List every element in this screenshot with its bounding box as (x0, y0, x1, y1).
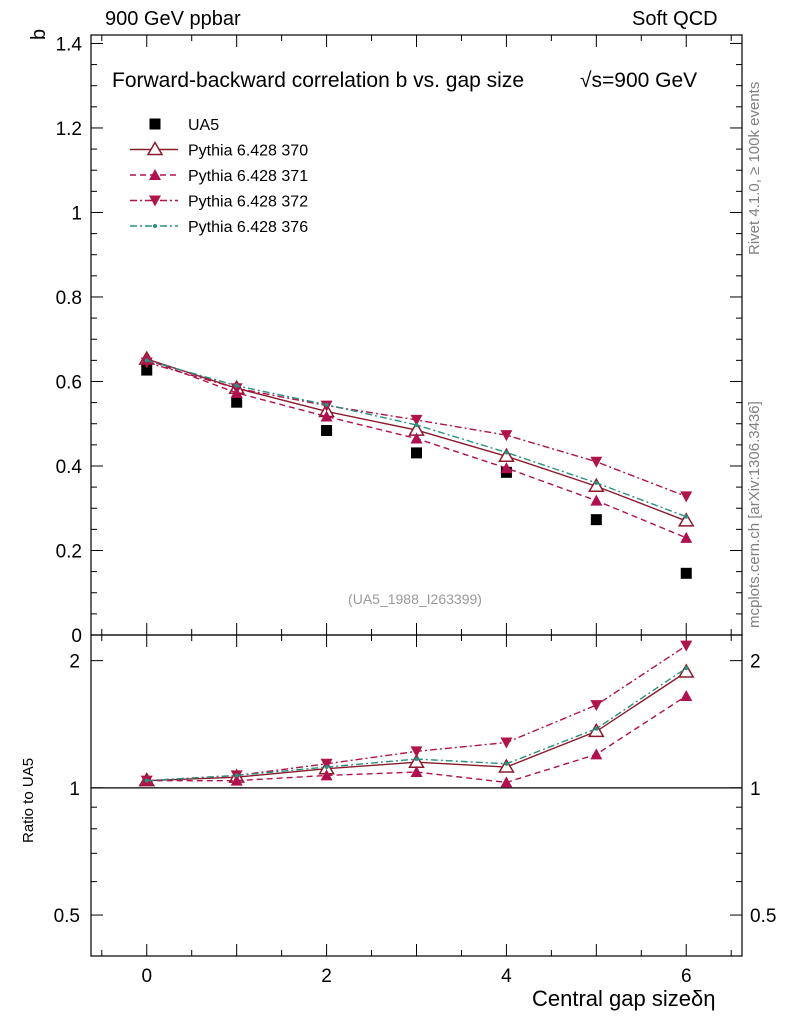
data-point-pythia-6-428-376 (324, 402, 329, 407)
data-point-pythia-6-428-371 (590, 494, 603, 506)
data-point-pythia-6-428-376 (504, 450, 509, 455)
data-point-pythia-6-428-370 (588, 477, 605, 493)
legend-marker (149, 169, 161, 180)
chart-title: Forward-backward correlation b vs. gap s… (112, 69, 524, 92)
data-point-pythia-6-428-371 (680, 531, 693, 543)
ratio-point-pythia-6-428-376 (594, 726, 599, 731)
y-tick-label: 0.4 (56, 457, 83, 478)
x-tick-label: 0 (141, 966, 152, 987)
x-tick-label: 4 (501, 966, 512, 987)
data-point-pythia-6-428-370 (498, 447, 515, 463)
ratio-point-pythia-6-428-370 (498, 758, 515, 773)
y-tick-label: 0 (71, 626, 82, 647)
data-point-pythia-6-428-376 (234, 383, 239, 388)
legend-label: Pythia 6.428 370 (188, 143, 308, 160)
data-point-ua5 (590, 514, 602, 526)
ratio-point-pythia-6-428-371 (500, 776, 513, 788)
y-tick-label: 1.4 (56, 34, 83, 55)
ratio-point-pythia-6-428-371 (680, 689, 693, 701)
legend-marker (146, 141, 164, 156)
legend-marker (149, 118, 161, 130)
legend-label: Pythia 6.428 372 (188, 194, 308, 211)
y-tick-label: 1.2 (56, 119, 82, 140)
ratio-point-pythia-6-428-372 (500, 737, 513, 749)
x-axis-label: Central gap sizeδη (532, 986, 716, 1011)
data-point-pythia-6-428-370 (677, 512, 695, 527)
legend-marker (149, 195, 161, 207)
header-right: Soft QCD (632, 8, 718, 30)
legend-label: UA5 (188, 117, 219, 134)
ratio-y-tick-label-right: 1 (750, 779, 761, 800)
legend-label: Pythia 6.428 376 (188, 219, 308, 236)
ratio-y-tick-label-right: 2 (750, 652, 761, 673)
analysis-watermark: (UA5_1988_I263399) (348, 591, 482, 607)
data-point-pythia-6-428-372 (410, 414, 423, 426)
ratio-y-tick-label-right: 0.5 (750, 906, 776, 927)
data-point-pythia-6-428-372 (590, 456, 603, 468)
header-left: 900 GeV ppbar (105, 8, 241, 30)
ratio-y-tick-label: 1 (69, 779, 80, 800)
data-point-ua5 (411, 447, 422, 459)
data-point-pythia-6-428-376 (594, 480, 599, 485)
legend-marker (153, 224, 157, 228)
ratio-point-pythia-6-428-376 (504, 761, 509, 766)
data-point-ua5 (141, 364, 153, 376)
legend-label: Pythia 6.428 371 (188, 168, 308, 185)
data-point-ua5 (321, 424, 333, 436)
ratio-point-pythia-6-428-372 (410, 746, 423, 758)
ratio-point-pythia-6-428-372 (590, 700, 603, 712)
y-tick-label: 1 (71, 203, 82, 224)
data-point-pythia-6-428-372 (140, 357, 153, 369)
y-tick-label: 0.2 (56, 541, 82, 562)
ratio-y-tick-label: 0.5 (54, 906, 80, 927)
ratio-point-pythia-6-428-376 (414, 757, 419, 762)
data-point-ua5 (680, 567, 692, 579)
ratio-point-pythia-6-428-371 (590, 748, 603, 760)
ratio-point-pythia-6-428-376 (234, 773, 239, 778)
data-point-pythia-6-428-371 (500, 462, 513, 474)
ratio-point-pythia-6-428-371 (410, 766, 423, 778)
data-point-ua5 (231, 396, 243, 408)
ratio-point-pythia-6-428-376 (324, 765, 329, 770)
ratio-y-tick-label: 2 (69, 652, 80, 673)
data-point-pythia-6-428-376 (144, 358, 149, 363)
data-point-pythia-6-428-372 (500, 430, 513, 442)
chart-title-energy: √s=900 GeV (580, 69, 697, 92)
ratio-point-pythia-6-428-376 (144, 778, 149, 783)
x-tick-label: 6 (681, 966, 692, 987)
ratio-plot-frame (90, 634, 743, 957)
ratio-point-pythia-6-428-372 (320, 758, 333, 770)
data-point-pythia-6-428-371 (410, 432, 423, 444)
data-point-pythia-6-428-376 (414, 423, 419, 427)
data-point-pythia-6-428-372 (680, 491, 693, 503)
y-tick-label: 0.8 (56, 288, 82, 309)
data-point-pythia-6-428-371 (320, 410, 333, 422)
data-point-pythia-6-428-376 (684, 514, 689, 519)
ratio-point-pythia-6-428-371 (320, 769, 333, 781)
y-tick-label: 0.6 (56, 372, 82, 393)
ratio-point-pythia-6-428-376 (684, 666, 689, 671)
x-tick-label: 2 (321, 966, 332, 987)
ratio-point-pythia-6-428-372 (680, 640, 693, 652)
